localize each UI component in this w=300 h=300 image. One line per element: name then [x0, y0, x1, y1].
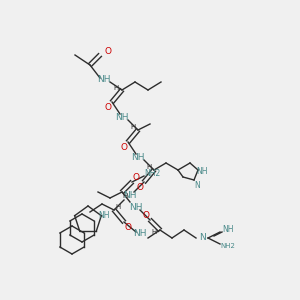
Text: O: O — [121, 143, 128, 152]
Text: NH: NH — [196, 167, 208, 176]
Text: NH: NH — [123, 190, 137, 200]
Text: NH: NH — [98, 211, 110, 220]
Text: H: H — [130, 124, 136, 130]
Text: N: N — [194, 181, 200, 190]
Text: NH2: NH2 — [144, 169, 160, 178]
Text: O: O — [124, 224, 131, 232]
Text: NH: NH — [222, 226, 234, 235]
Text: H: H — [146, 164, 152, 170]
Text: H: H — [113, 85, 119, 91]
Text: N: N — [199, 233, 206, 242]
Text: O: O — [104, 47, 112, 56]
Text: H: H — [116, 204, 121, 210]
Text: O: O — [142, 211, 149, 220]
Text: O: O — [136, 184, 143, 193]
Text: NH: NH — [133, 230, 147, 238]
Text: NH: NH — [115, 112, 129, 122]
Text: O: O — [104, 103, 112, 112]
Text: NH: NH — [97, 76, 111, 85]
Text: H: H — [122, 193, 128, 199]
Text: NH: NH — [129, 202, 143, 211]
Text: O: O — [133, 173, 140, 182]
Text: NH2: NH2 — [220, 243, 236, 249]
Text: H: H — [152, 229, 157, 235]
Text: NH: NH — [131, 152, 145, 161]
